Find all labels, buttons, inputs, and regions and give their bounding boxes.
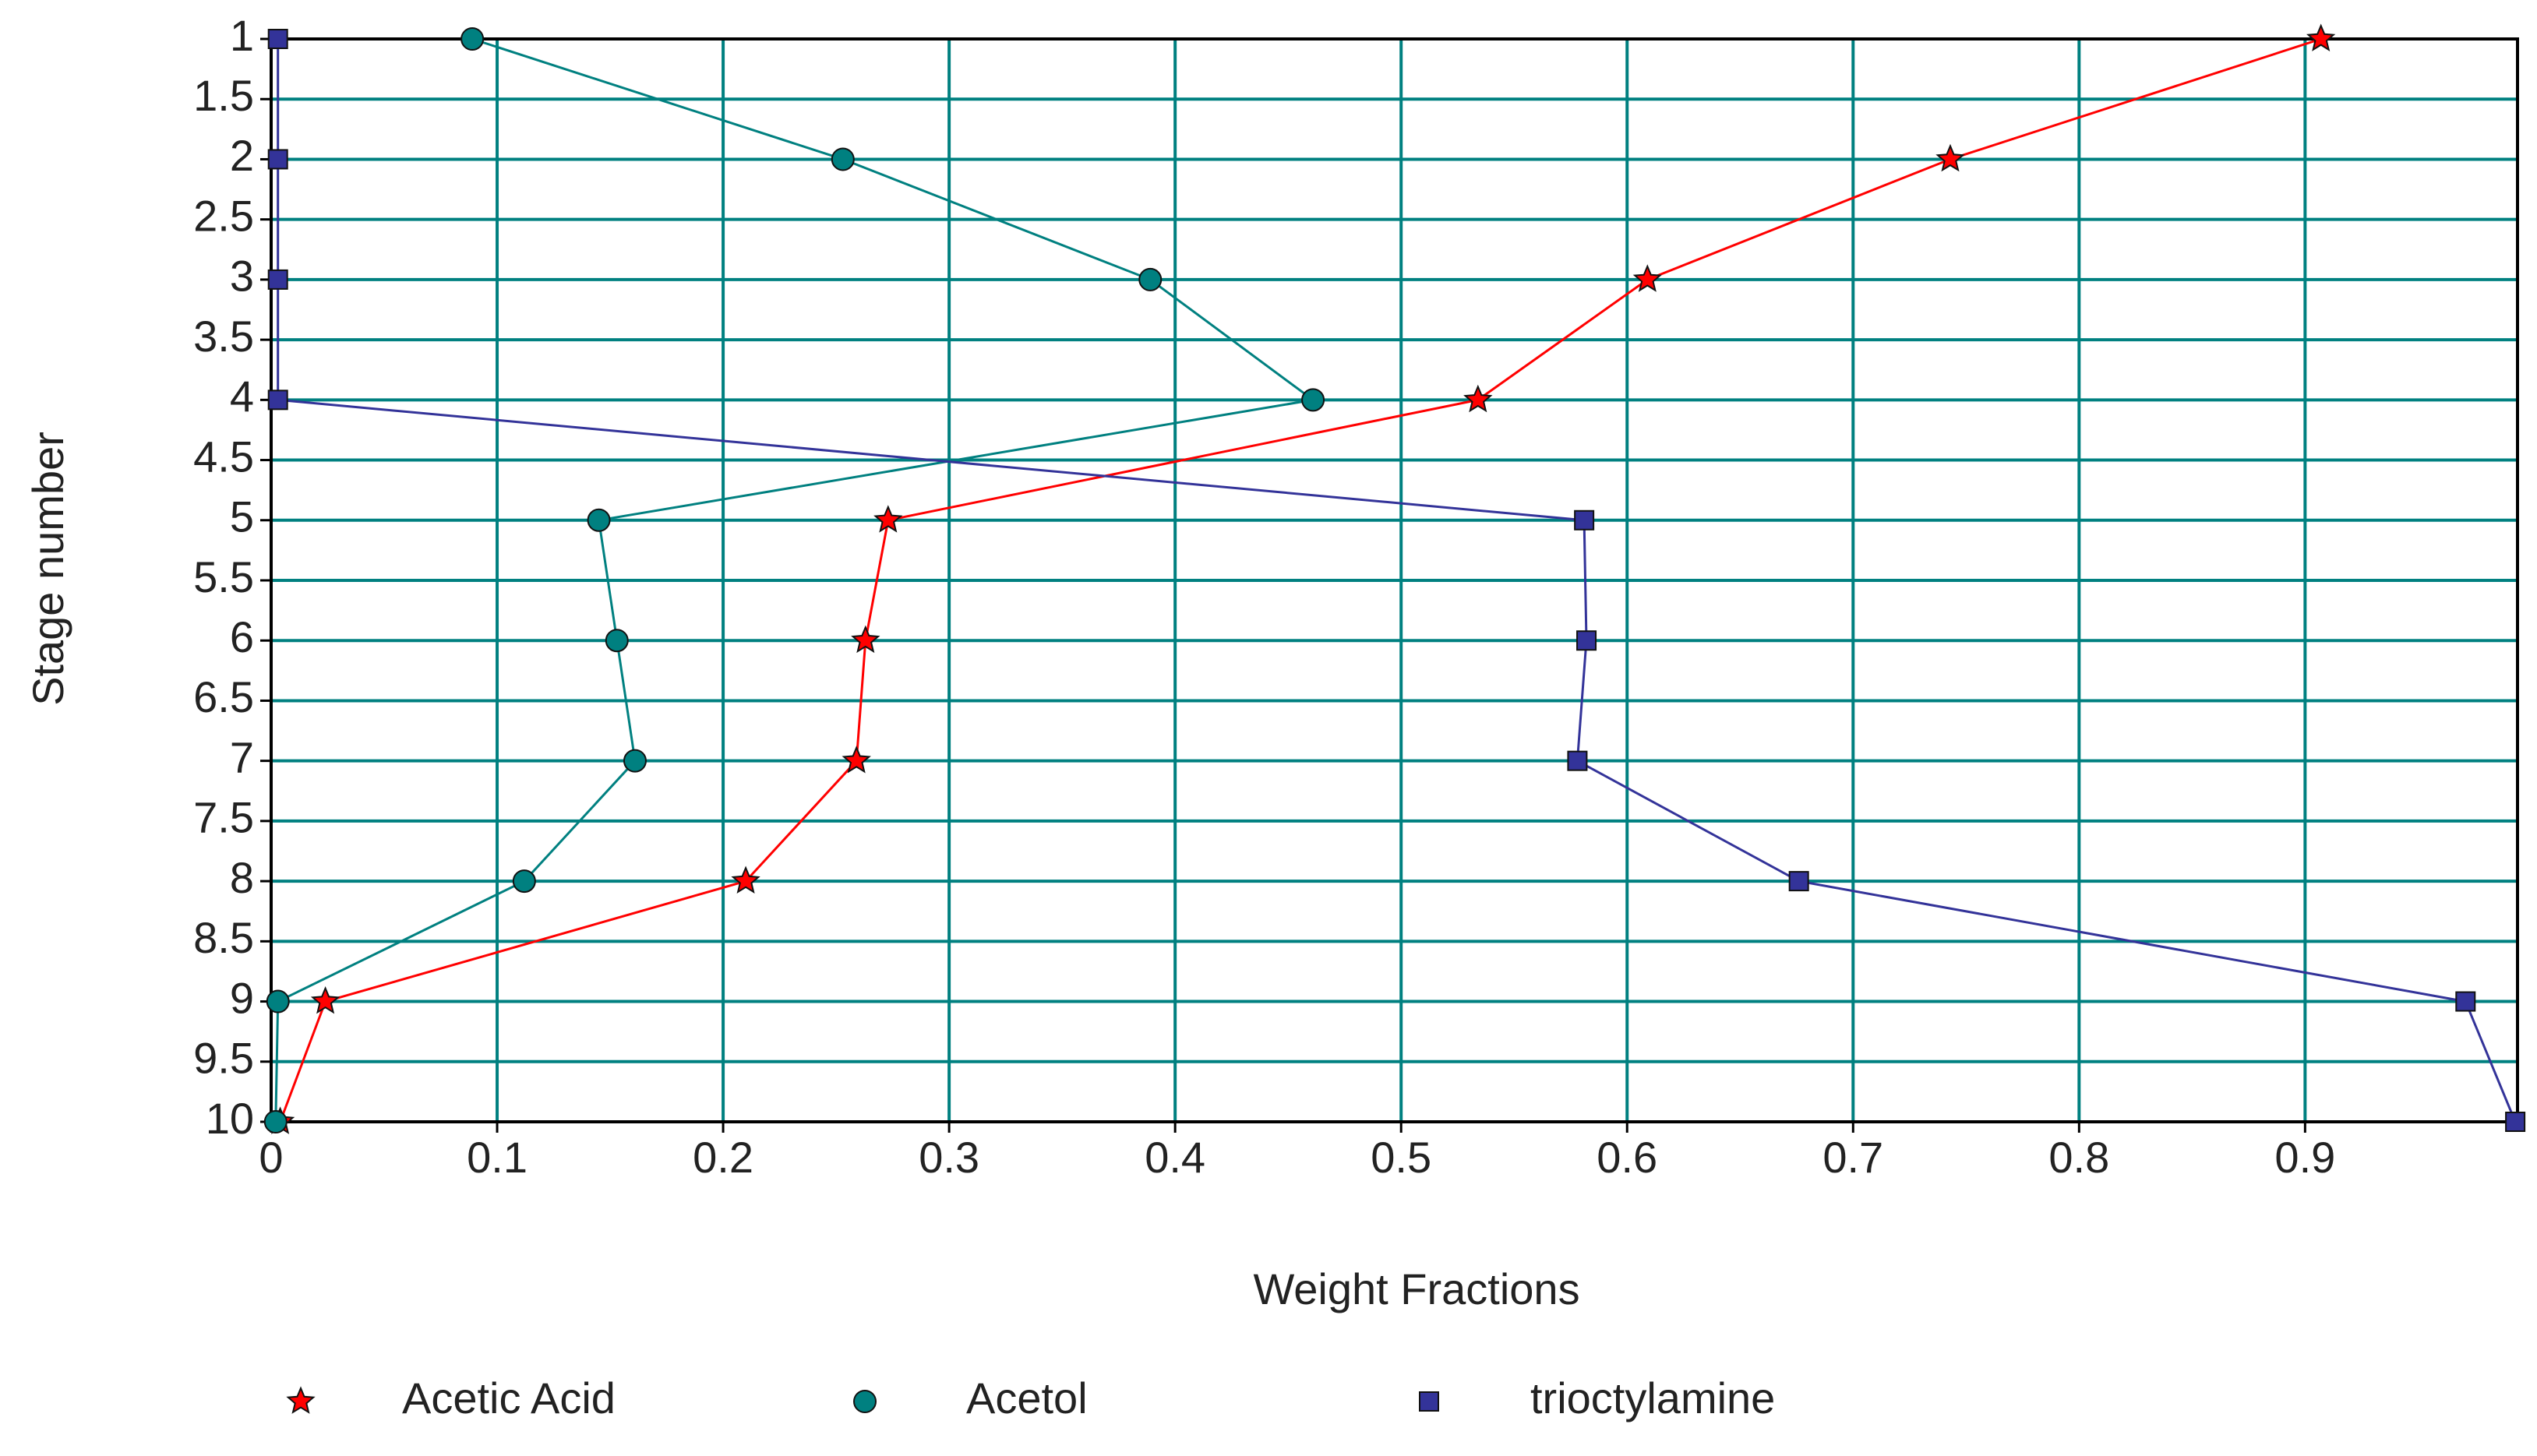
legend-label: Acetic Acid <box>402 1373 616 1423</box>
y-tick-label: 3.5 <box>193 312 254 361</box>
marker <box>1788 871 1809 892</box>
y-tick-label: 10 <box>206 1094 254 1143</box>
marker <box>2505 1112 2526 1132</box>
marker <box>1576 630 1597 651</box>
marker <box>623 749 647 773</box>
plot-border <box>270 37 2519 1123</box>
marker <box>1632 264 1662 292</box>
y-tick-label: 2 <box>230 131 254 180</box>
y-tick-label: 7.5 <box>193 793 254 842</box>
marker <box>2306 23 2336 51</box>
marker <box>873 505 903 533</box>
series-line <box>279 37 2322 1123</box>
legend-label: trioctylamine <box>1530 1373 1775 1423</box>
x-tick-label: 0.2 <box>693 1133 753 1182</box>
marker <box>1138 267 1163 291</box>
x-tick-label: 0.9 <box>2274 1133 2335 1182</box>
marker <box>605 629 629 653</box>
y-tick-label: 5 <box>230 492 254 541</box>
marker <box>731 865 760 894</box>
legend-marker <box>1419 1391 1439 1412</box>
marker <box>1567 750 1588 771</box>
marker <box>267 149 288 170</box>
marker <box>263 1110 288 1133</box>
y-tick-label: 4.5 <box>193 432 254 481</box>
marker <box>851 625 880 654</box>
x-axis-label: Weight Fractions <box>1253 1264 1579 1313</box>
marker <box>512 869 536 894</box>
y-tick-label: 3 <box>230 252 254 301</box>
y-tick-label: 4 <box>230 372 254 421</box>
y-tick-label: 5.5 <box>193 552 254 601</box>
marker <box>267 269 288 290</box>
marker <box>267 29 288 49</box>
x-tick-label: 0.8 <box>2048 1133 2109 1182</box>
marker <box>460 27 485 51</box>
x-tick-label: 0.6 <box>1597 1133 1657 1182</box>
y-tick-label: 2.5 <box>193 191 254 240</box>
x-tick-label: 0.3 <box>919 1133 979 1182</box>
y-tick-label: 7 <box>230 732 254 781</box>
marker <box>831 147 855 171</box>
marker <box>1463 384 1493 413</box>
y-tick-label: 6.5 <box>193 672 254 721</box>
marker <box>1935 143 1965 172</box>
marker <box>1301 388 1325 412</box>
marker <box>266 989 290 1014</box>
y-tick-label: 9.5 <box>193 1034 254 1083</box>
marker <box>2455 991 2476 1012</box>
x-tick-label: 0.4 <box>1145 1133 1205 1182</box>
legend-label: Acetol <box>966 1373 1088 1423</box>
x-tick-label: 0 <box>259 1133 283 1182</box>
x-tick-label: 0.5 <box>1371 1133 1431 1182</box>
series-line <box>277 39 2517 1123</box>
x-tick-label: 0.1 <box>467 1133 528 1182</box>
series-line <box>274 37 1316 1123</box>
marker <box>267 390 288 411</box>
y-tick-label: 8.5 <box>193 913 254 962</box>
marker <box>310 985 341 1014</box>
y-tick-label: 1 <box>230 11 254 60</box>
y-axis-label: Stage number <box>23 432 72 706</box>
x-tick-label: 0.7 <box>1822 1133 1883 1182</box>
y-tick-label: 1.5 <box>193 71 254 120</box>
y-tick-label: 8 <box>230 853 254 902</box>
y-tick-label: 9 <box>230 973 254 1022</box>
marker <box>587 508 611 532</box>
legend-marker <box>853 1390 877 1413</box>
marker <box>842 746 871 774</box>
marker <box>1574 509 1595 531</box>
y-tick-label: 6 <box>230 612 254 661</box>
legend-marker <box>286 1386 316 1414</box>
